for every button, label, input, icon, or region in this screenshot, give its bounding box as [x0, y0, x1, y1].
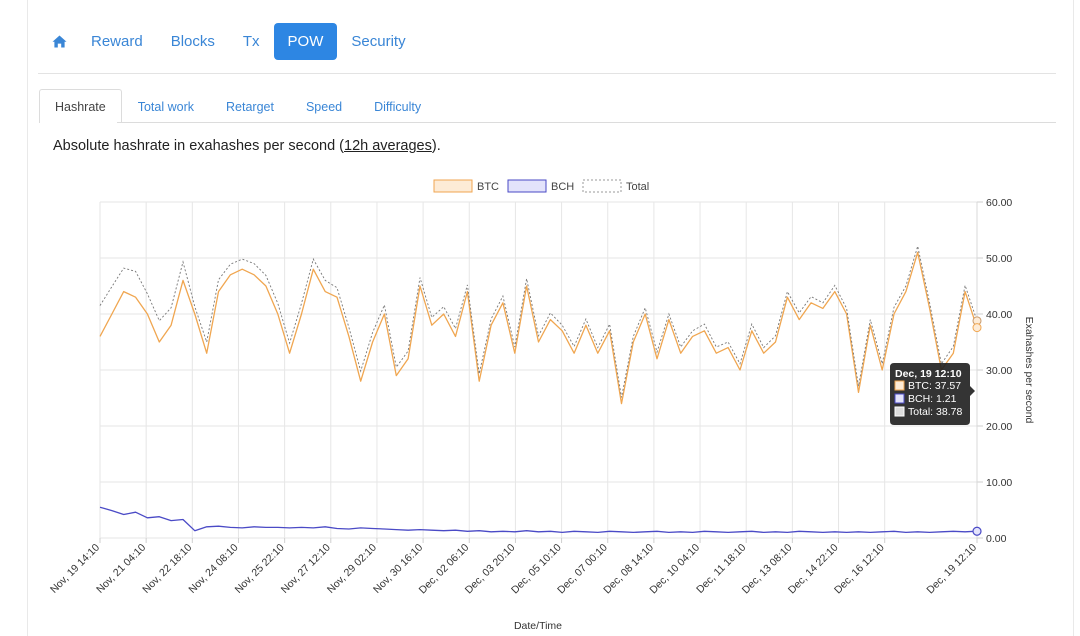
- averages-link[interactable]: 12h averages: [344, 138, 432, 154]
- tooltip-title: Dec, 19 12:10: [895, 368, 962, 380]
- tooltip-box: [890, 363, 975, 425]
- chart-legend: BTC BCH Total: [433, 179, 649, 193]
- legend-btc-label: BTC: [477, 181, 499, 193]
- nav-divider: [38, 73, 1056, 74]
- chart-tabs: Hashrate Total work Retarget Speed Diffi…: [39, 89, 437, 123]
- series-btc-line: [99, 251, 978, 405]
- y-tick-label: 30.00: [986, 365, 1012, 377]
- tab-difficulty[interactable]: Difficulty: [374, 100, 422, 114]
- description-suffix: ).: [431, 138, 441, 154]
- nav-reward[interactable]: Reward: [91, 32, 143, 50]
- y-tick-label: 40.00: [986, 309, 1012, 321]
- x-axis-title: Date/Time: [514, 620, 562, 632]
- point-btc-last: [972, 323, 982, 333]
- nav-pow[interactable]: POW: [273, 22, 338, 60]
- legend-btc-swatch: [433, 179, 473, 193]
- tooltip-swatch: [894, 393, 905, 404]
- tab-speed[interactable]: Speed: [305, 100, 343, 114]
- description-prefix: Absolute hashrate in exahashes per secon…: [53, 138, 344, 154]
- tab-retarget[interactable]: Retarget: [226, 100, 274, 114]
- y-tick-label: 10.00: [986, 477, 1012, 489]
- page-frame-left: [27, 0, 28, 636]
- y-tick-label: 50.00: [986, 253, 1012, 265]
- tab-total-work[interactable]: Total work: [137, 100, 195, 114]
- page-frame-right: [1073, 0, 1074, 636]
- x-tick-label: Dec, 19 12:10: [924, 542, 979, 597]
- tooltip-line: BTC: 37.57: [908, 380, 961, 392]
- legend-total-swatch: [582, 179, 622, 193]
- tabs-divider: [117, 122, 1056, 123]
- legend-total-label: Total: [626, 181, 649, 193]
- tooltip-swatch: [894, 380, 905, 391]
- tooltip-line: Total: 38.78: [908, 406, 962, 418]
- main-nav: Reward Blocks Tx POW Security: [40, 22, 420, 60]
- point-bch-last: [972, 526, 982, 536]
- y-axis-title: Exahashes per second: [1023, 317, 1035, 424]
- y-tick-label: 20.00: [986, 421, 1012, 433]
- home-icon[interactable]: [40, 23, 77, 60]
- tooltip-line: BCH: 1.21: [908, 393, 957, 405]
- legend-bch-swatch: [507, 179, 547, 193]
- nav-security[interactable]: Security: [351, 32, 406, 50]
- chart-description: Absolute hashrate in exahashes per secon…: [53, 138, 441, 154]
- y-tick-label: 0.00: [986, 533, 1007, 545]
- tab-hashrate[interactable]: Hashrate: [39, 89, 122, 123]
- legend-bch-label: BCH: [551, 181, 574, 193]
- nav-blocks[interactable]: Blocks: [170, 32, 215, 50]
- series-bch-line: [99, 506, 978, 534]
- nav-tx[interactable]: Tx: [242, 32, 260, 50]
- x-tick-label: Dec, 16 12:10: [832, 542, 887, 597]
- tooltip-swatch: [894, 406, 905, 417]
- y-tick-label: 60.00: [986, 197, 1012, 209]
- series-total-line: [99, 246, 978, 398]
